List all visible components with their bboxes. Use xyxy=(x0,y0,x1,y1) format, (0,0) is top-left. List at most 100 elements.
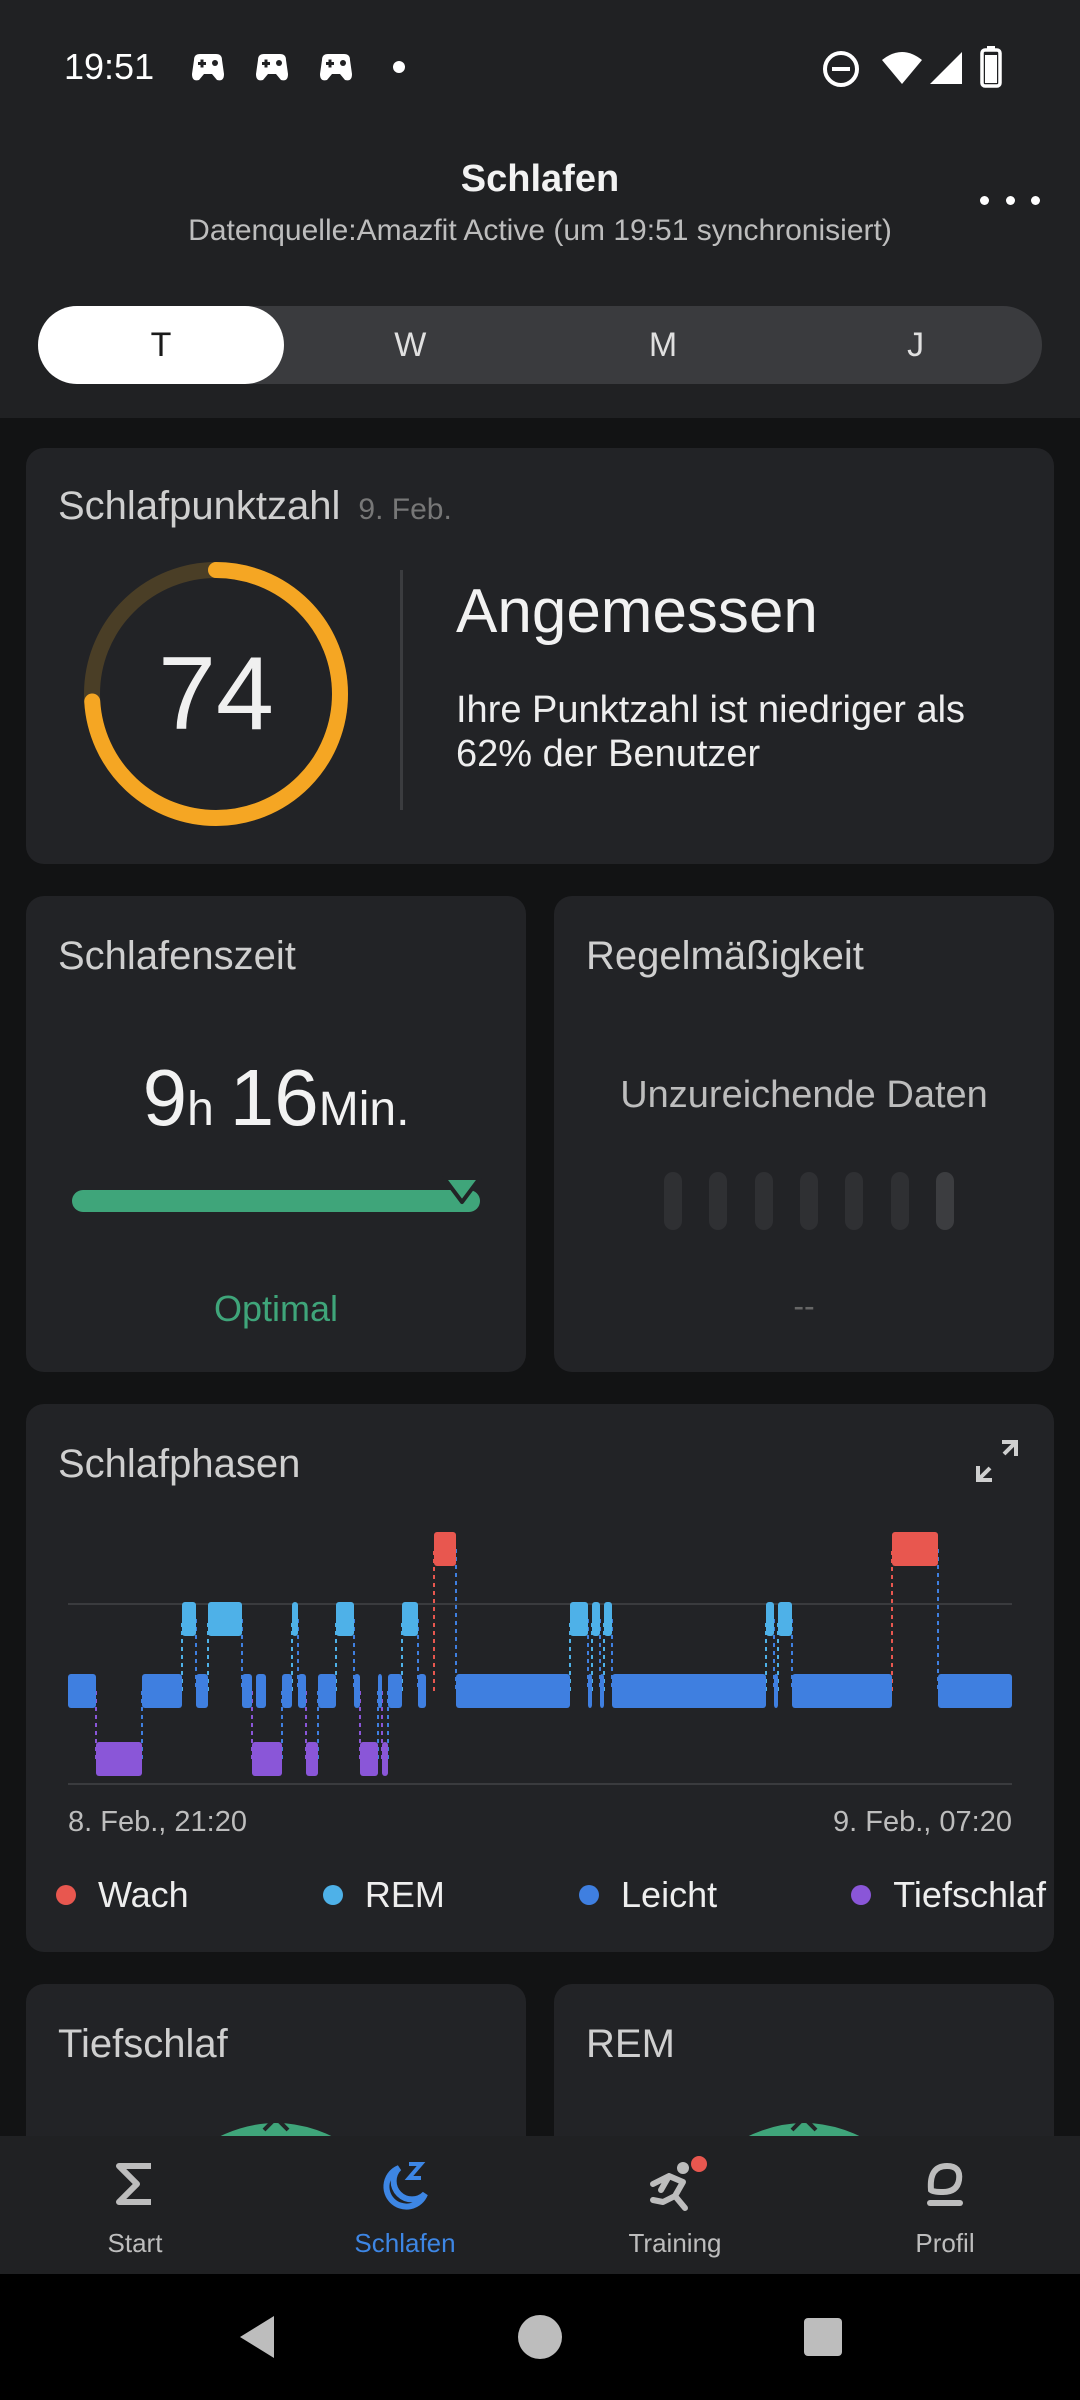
cellular-signal-icon xyxy=(930,52,962,84)
sleep-duration: 9h 16Min. xyxy=(142,1053,410,1142)
phase-segment-light xyxy=(256,1674,266,1708)
expand-icon[interactable] xyxy=(974,1438,1020,1484)
score-rating: Angemessen xyxy=(456,577,818,646)
phase-segment-deep xyxy=(96,1742,142,1776)
phase-segment-light xyxy=(418,1674,426,1708)
sleep-duration-status: Optimal xyxy=(213,1288,339,1329)
battery-icon xyxy=(980,46,1002,88)
nav-start[interactable]: Start xyxy=(0,2136,270,2274)
system-navigation-bar xyxy=(0,2274,1080,2400)
phase-segment-rem xyxy=(778,1602,792,1636)
phase-segment-light xyxy=(388,1674,402,1708)
back-icon[interactable] xyxy=(234,2312,284,2362)
data-source-subtitle: Datenquelle:Amazfit Active (um 19:51 syn… xyxy=(188,214,892,247)
profile-icon xyxy=(927,2162,963,2206)
home-icon[interactable] xyxy=(516,2312,564,2362)
regularity-value: -- xyxy=(793,1288,815,1324)
card-title: Schlafpunktzahl 9. Feb. xyxy=(58,484,452,528)
sleep-time-card[interactable]: Schlafenszeit 9h 16Min. Optimal xyxy=(26,896,526,1372)
score-date: 9. Feb. xyxy=(358,493,452,526)
chart-end-time: 9. Feb., 07:20 xyxy=(833,1806,1012,1838)
score-description: Ihre Punktzahl ist niedriger als 62% der… xyxy=(456,689,966,775)
sigma-icon xyxy=(116,2163,151,2205)
notification-badge xyxy=(691,2156,707,2172)
insufficient-data-message: Unzureichende Daten xyxy=(620,1074,988,1116)
phase-segment-rem xyxy=(292,1602,298,1636)
phase-segment-wake xyxy=(892,1532,938,1566)
phase-segment-wake xyxy=(434,1532,456,1566)
phase-segment-light xyxy=(612,1674,766,1708)
legend-awake: Wach xyxy=(56,1874,189,1916)
phase-segment-light xyxy=(242,1674,252,1708)
legend-light: Leicht xyxy=(579,1874,717,1916)
phase-segment-light xyxy=(378,1674,382,1708)
wifi-icon xyxy=(882,52,922,84)
phase-segment-rem xyxy=(604,1602,612,1636)
game-controller-icon xyxy=(192,54,224,81)
phase-segment-light xyxy=(600,1674,604,1708)
regularity-bars xyxy=(664,1172,954,1232)
phase-segment-rem xyxy=(570,1602,588,1636)
more-horizontal-icon xyxy=(980,195,989,205)
nav-training[interactable]: Training xyxy=(540,2136,810,2274)
sleep-score-value: 74 xyxy=(158,635,274,752)
phase-segment-light xyxy=(142,1674,182,1708)
period-segmented-control: T W M J xyxy=(38,306,1042,384)
phase-segment-light xyxy=(588,1674,592,1708)
phase-segment-rem xyxy=(592,1602,600,1636)
card-title: REM xyxy=(586,2022,675,2066)
game-controller-icon xyxy=(256,54,288,81)
card-title: Schlafphasen xyxy=(58,1442,301,1486)
divider xyxy=(400,570,403,810)
phase-segment-light xyxy=(68,1674,96,1708)
more-options-button[interactable] xyxy=(980,180,1040,220)
phase-segment-light xyxy=(318,1674,336,1708)
tab-year[interactable]: J xyxy=(907,325,925,364)
phase-segment-deep xyxy=(360,1742,378,1776)
phase-segment-light xyxy=(282,1674,292,1708)
phase-segment-deep xyxy=(252,1742,282,1776)
phase-segment-light xyxy=(774,1674,778,1708)
moon-sleep-icon xyxy=(383,2162,428,2210)
phase-segment-rem xyxy=(208,1602,242,1636)
status-time: 19:51 xyxy=(64,46,155,87)
phase-segment-deep xyxy=(382,1742,388,1776)
score-ring xyxy=(84,562,348,826)
phase-segment-light xyxy=(456,1674,570,1708)
phase-segment-light xyxy=(792,1674,892,1708)
tab-month[interactable]: M xyxy=(648,325,678,364)
do-not-disturb-icon xyxy=(823,51,859,87)
phase-segment-rem xyxy=(182,1602,196,1636)
dot-icon xyxy=(393,61,405,73)
running-icon xyxy=(650,2156,707,2211)
sleep-score-card[interactable]: Schlafpunktzahl 9. Feb. 74 Angemessen Ihr… xyxy=(26,448,1054,864)
game-controller-icon xyxy=(320,54,352,81)
legend-deep: Tiefschlaf xyxy=(851,1874,1046,1916)
score-ring-progress xyxy=(84,562,348,826)
phase-segment-light xyxy=(298,1674,306,1708)
tab-week[interactable]: W xyxy=(394,325,427,364)
status-bar: 19:51 xyxy=(0,0,1080,135)
duration-marker-icon xyxy=(442,1176,482,1204)
phase-segment-rem xyxy=(402,1602,418,1636)
chart-start-time: 8. Feb., 21:20 xyxy=(68,1806,247,1838)
phase-segment-rem xyxy=(336,1602,354,1636)
page-title: Schlafen xyxy=(460,158,620,200)
sleep-phases-card[interactable]: Schlafphasen 8. Feb., 21:20 9. Feb., 07:… xyxy=(26,1404,1054,1952)
phase-segment-rem xyxy=(766,1602,774,1636)
card-title: Tiefschlaf xyxy=(58,2022,228,2066)
tab-day[interactable]: T xyxy=(38,306,284,384)
phase-segment-light xyxy=(196,1674,208,1708)
nav-profile[interactable]: Profil xyxy=(810,2136,1080,2274)
phases-legend: Wach REM Leicht Tiefschlaf xyxy=(56,1874,1046,1916)
phase-segment-light xyxy=(938,1674,1012,1708)
sleep-duration-bar xyxy=(72,1190,480,1212)
phase-segment-light xyxy=(354,1674,360,1708)
card-title: Schlafenszeit xyxy=(58,934,296,978)
regularity-card[interactable]: Regelmäßigkeit Unzureichende Daten -- xyxy=(554,896,1054,1372)
nav-sleep[interactable]: Schlafen xyxy=(270,2136,540,2274)
phase-segment-deep xyxy=(306,1742,318,1776)
recents-icon[interactable] xyxy=(802,2312,844,2362)
sleep-phases-chart xyxy=(68,1532,1012,1785)
legend-rem: REM xyxy=(322,1874,445,1916)
